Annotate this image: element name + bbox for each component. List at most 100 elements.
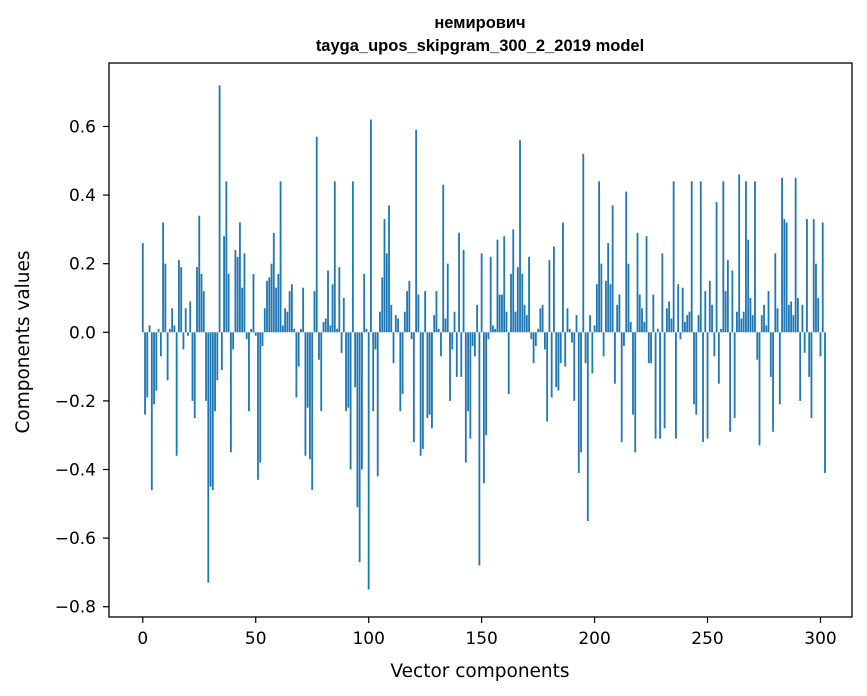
bar-61 [279, 181, 282, 333]
bar-247 [699, 181, 702, 333]
bar-264 [738, 174, 741, 333]
bar-288 [792, 315, 795, 333]
bar-281 [776, 308, 779, 333]
bar-169 [523, 304, 526, 333]
bar-54 [263, 308, 266, 333]
bar-225 [650, 332, 652, 364]
bar-242 [688, 311, 691, 333]
bar-140 [458, 232, 460, 333]
bar-39 [229, 332, 232, 453]
y-tick-label: −0.6 [55, 529, 96, 549]
bar-301 [821, 222, 824, 333]
bar-152 [485, 332, 488, 436]
bar-111 [392, 332, 395, 364]
bar-77 [315, 136, 318, 333]
bar-156 [494, 328, 497, 333]
bar-216 [629, 321, 632, 333]
bar-220 [638, 294, 641, 333]
bar-118 [408, 280, 411, 333]
bar-43 [239, 222, 241, 333]
bar-243 [690, 181, 693, 333]
bar-131 [437, 328, 440, 333]
bar-35 [220, 332, 223, 371]
bar-139 [455, 332, 458, 377]
bar-86 [336, 328, 338, 333]
bar-229 [659, 332, 661, 439]
bar-88 [340, 332, 343, 353]
bar-18 [182, 332, 185, 350]
bar-181 [550, 332, 553, 398]
bar-66 [290, 284, 293, 333]
bar-22 [191, 332, 194, 401]
bar-8 [159, 332, 162, 357]
bar-285 [785, 222, 788, 333]
bar-46 [245, 332, 248, 340]
bar-0 [141, 243, 144, 333]
bar-248 [702, 332, 704, 443]
bar-228 [656, 328, 659, 333]
bar-273 [758, 332, 761, 446]
bar-45 [243, 253, 246, 333]
bar-212 [620, 332, 623, 443]
bar-173 [532, 332, 535, 364]
bar-177 [541, 304, 544, 333]
bar-99 [365, 328, 368, 333]
bar-113 [397, 318, 399, 333]
bar-57 [270, 263, 273, 333]
bar-199 [591, 332, 594, 374]
bar-210 [616, 304, 619, 333]
bar-138 [453, 311, 456, 333]
bar-98 [363, 273, 366, 333]
bar-215 [627, 263, 630, 333]
bar-26 [200, 273, 203, 333]
bar-42 [236, 256, 239, 333]
bar-155 [492, 325, 494, 333]
bar-13 [171, 308, 174, 333]
bar-299 [817, 297, 820, 333]
bar-126 [426, 332, 429, 419]
bar-291 [799, 332, 802, 401]
bar-145 [469, 332, 472, 439]
bar-298 [815, 263, 817, 333]
bar-21 [189, 301, 192, 333]
bar-17 [180, 267, 183, 333]
bar-92 [349, 332, 352, 470]
bar-27 [202, 291, 205, 333]
bar-4 [150, 332, 153, 491]
bar-193 [577, 332, 580, 473]
bar-151 [482, 332, 485, 484]
bar-230 [661, 253, 664, 333]
bar-176 [539, 308, 542, 333]
bar-267 [745, 181, 747, 333]
bar-237 [677, 284, 680, 333]
bar-302 [824, 332, 826, 473]
bar-132 [440, 332, 442, 357]
bar-120 [412, 332, 415, 443]
bar-137 [451, 332, 454, 350]
bar-80 [322, 321, 325, 333]
bar-89 [342, 297, 345, 333]
bar-48 [250, 328, 253, 333]
bar-107 [383, 219, 386, 333]
bar-214 [625, 191, 628, 333]
bar-271 [754, 181, 756, 333]
bar-172 [530, 332, 533, 340]
bar-261 [731, 270, 734, 333]
bar-194 [580, 332, 582, 453]
bar-174 [534, 332, 537, 346]
bar-258 [724, 291, 727, 333]
bar-255 [717, 332, 720, 384]
bar-90 [345, 332, 347, 412]
bar-52 [259, 332, 262, 463]
bar-263 [736, 311, 738, 333]
bar-93 [351, 181, 354, 333]
bar-147 [473, 332, 476, 357]
bar-192 [575, 315, 578, 333]
bar-59 [275, 287, 277, 333]
bar-186 [562, 222, 564, 333]
bar-296 [810, 332, 813, 419]
bar-179 [546, 332, 549, 422]
bar-157 [496, 239, 499, 333]
x-axis-label: Vector components [390, 661, 569, 682]
